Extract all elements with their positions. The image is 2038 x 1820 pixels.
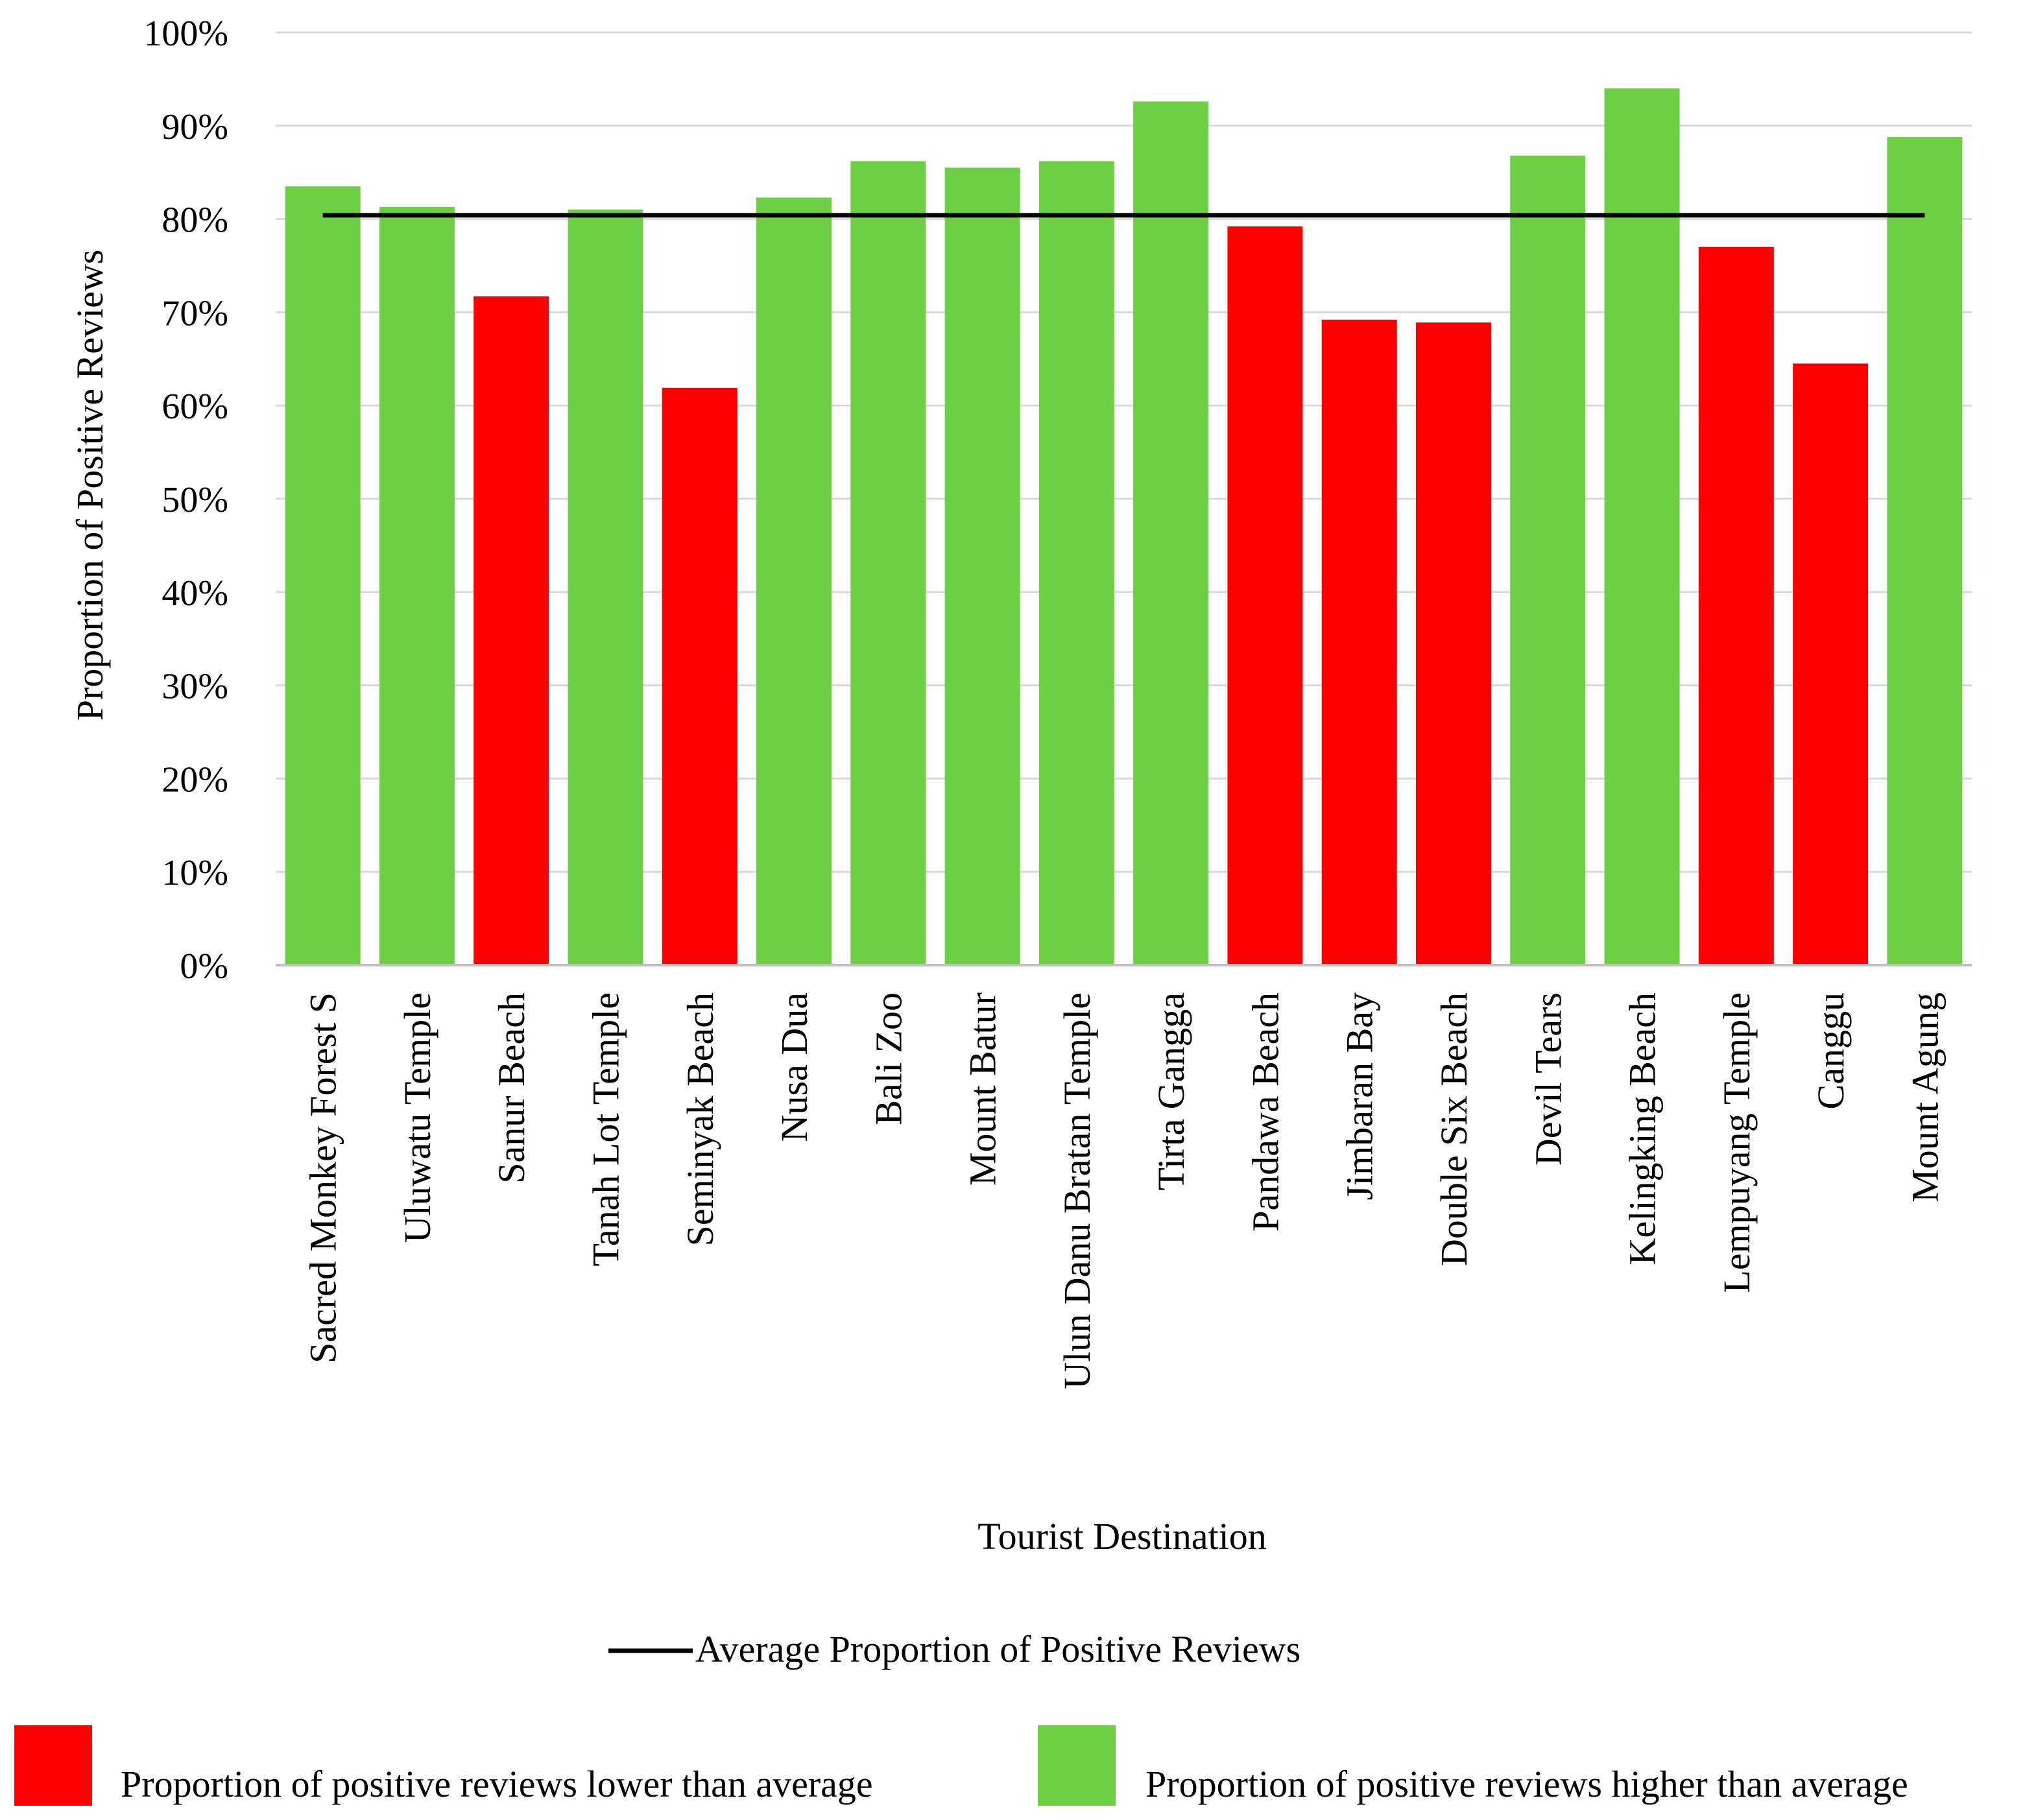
- x-tick-label: Nusa Dua: [773, 992, 815, 1142]
- y-tick-label: 100%: [143, 14, 228, 54]
- x-tick-label: Ulun Danu Bratan Temple: [1056, 992, 1098, 1389]
- bar: [474, 296, 549, 966]
- bar: [1038, 161, 1114, 966]
- x-tick-label: Sacred Monkey Forest S: [302, 992, 344, 1363]
- x-tick-label: Uluwatu Temple: [396, 992, 438, 1243]
- y-tick-label: 50%: [162, 480, 228, 520]
- legend-higher-swatch: [1038, 1725, 1116, 1806]
- y-tick-label: 40%: [162, 573, 228, 614]
- x-tick-label: Devil Tears: [1527, 992, 1569, 1166]
- x-tick-label: Mount Batur: [962, 992, 1004, 1186]
- bar: [1887, 137, 1963, 965]
- bar: [1698, 246, 1774, 965]
- x-tick-label: Bali Zoo: [867, 992, 909, 1125]
- x-tick-label: Lempuyang Temple: [1716, 992, 1758, 1293]
- y-tick-label: 0%: [180, 946, 228, 987]
- x-tick-labels: Sacred Monkey Forest S Uluwatu Temple Sanu…: [302, 992, 1947, 1389]
- legend-average-label: Average Proportion of Positive Reviews: [695, 1628, 1301, 1670]
- gridlines: [276, 31, 1972, 873]
- x-tick-label: Tirta Gangga: [1150, 992, 1192, 1191]
- x-tick-label: Sanur Beach: [490, 992, 533, 1184]
- y-tick-labels: 0% 10% 20% 30% 40% 50% 60% 70% 80% 90% 100%: [143, 14, 228, 987]
- x-axis-label: Tourist Destination: [977, 1515, 1266, 1557]
- bar: [756, 197, 832, 965]
- x-tick-label: Double Six Beach: [1433, 992, 1475, 1266]
- bar: [568, 210, 643, 966]
- legend: Average Proportion of Positive Reviews P…: [14, 1628, 1908, 1806]
- y-tick-label: 60%: [162, 387, 228, 427]
- bar: [1227, 226, 1303, 965]
- legend-higher-label: Proportion of positive reviews higher th…: [1145, 1763, 1908, 1805]
- bar: [285, 186, 361, 965]
- x-tick-label: Seminyak Beach: [679, 992, 721, 1246]
- x-tick-label: Tanah Lot Temple: [584, 992, 627, 1266]
- y-tick-label: 30%: [162, 667, 228, 707]
- bar: [1321, 319, 1397, 965]
- bar: [662, 387, 737, 965]
- bar: [1133, 101, 1209, 966]
- y-axis-label: Proportion of Positive Reviews: [69, 250, 111, 721]
- bar: [944, 167, 1020, 965]
- bar: [379, 206, 455, 965]
- y-tick-label: 10%: [162, 853, 228, 893]
- x-tick-label: Kelingking Beach: [1622, 992, 1664, 1265]
- bar: [1510, 155, 1586, 965]
- bar: [1604, 88, 1680, 965]
- x-tick-label: Mount Agung: [1904, 992, 1946, 1203]
- bar: [850, 161, 926, 966]
- y-tick-label: 20%: [162, 760, 228, 800]
- x-tick-label: Pandawa Beach: [1244, 992, 1286, 1232]
- bars: [285, 88, 1963, 966]
- y-tick-label: 90%: [162, 107, 228, 147]
- y-tick-label: 70%: [162, 293, 228, 333]
- x-tick-label: Jimbaran Bay: [1339, 992, 1381, 1201]
- bar: [1793, 363, 1869, 965]
- legend-lower-label: Proportion of positive reviews lower tha…: [121, 1763, 873, 1805]
- bar: [1415, 322, 1491, 965]
- y-tick-label: 80%: [162, 200, 228, 241]
- legend-lower-swatch: [14, 1725, 92, 1806]
- x-tick-label: Canggu: [1810, 992, 1852, 1109]
